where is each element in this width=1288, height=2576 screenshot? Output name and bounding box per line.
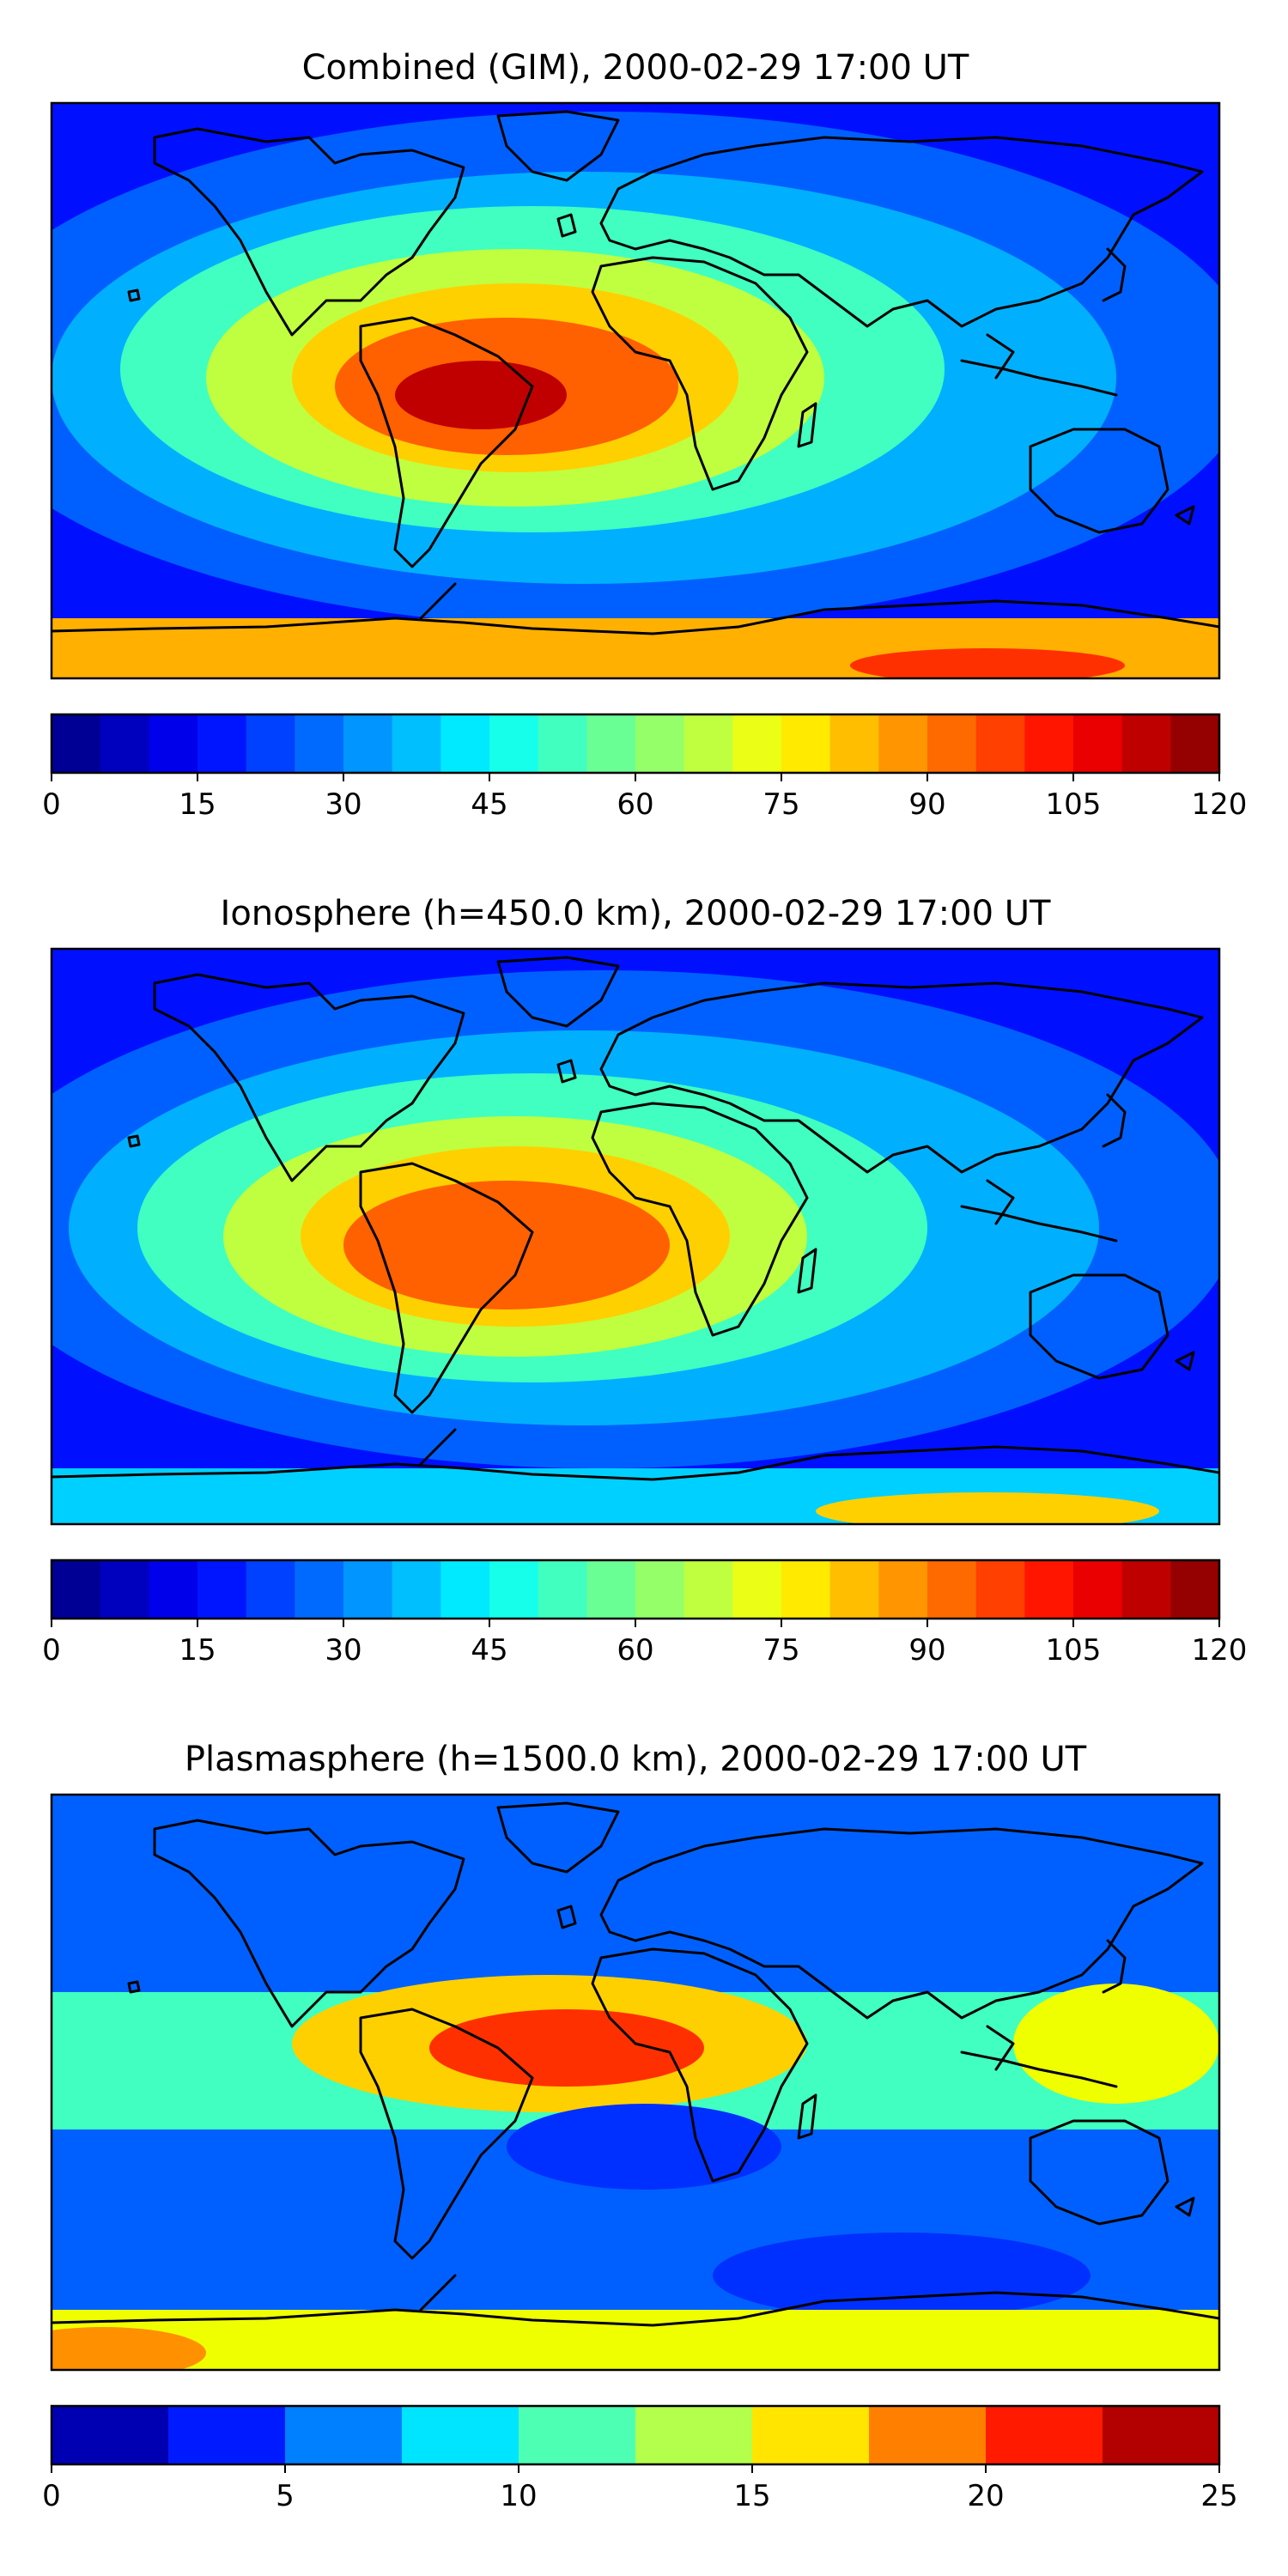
colorbar-segment (986, 2406, 1103, 2464)
map-field (52, 1795, 1219, 2370)
colorbar-segment (1024, 1560, 1074, 1619)
colorbar-tick-label: 90 (908, 787, 945, 822)
colorbar-segment (197, 714, 247, 773)
colorbar-segment (732, 714, 782, 773)
colorbar-tick-label: 105 (1046, 787, 1102, 822)
colorbar-segment (538, 1560, 587, 1619)
colorbar: 0 5 10 15 20 25 (42, 2404, 1238, 2513)
panel-title: Combined (GIM), 2000-02-29 17:00 UT (302, 48, 969, 88)
colorbar-tick-label: 30 (325, 1633, 361, 1668)
colorbar-segment (829, 714, 879, 773)
colorbar-tick-label: 45 (471, 787, 507, 822)
colorbar-segment (197, 1560, 247, 1619)
colorbar-tick-label: 15 (179, 1633, 216, 1668)
colorbar-segment (635, 1560, 685, 1619)
colorbar-segment (343, 714, 393, 773)
colorbar-tick-label: 75 (762, 787, 799, 822)
colorbar-tick-label: 25 (1200, 2479, 1237, 2513)
colorbar-segment (635, 2406, 753, 2464)
colorbar-segment (732, 1560, 782, 1619)
panel-ionosphere: Ionosphere (h=450.0 km), 2000-02-29 17:0… (42, 894, 1248, 1668)
colorbar-tick-label: 60 (617, 787, 653, 822)
colorbar-segment (402, 2406, 519, 2464)
colorbar-segment (869, 2406, 987, 2464)
colorbar-segment (586, 1560, 636, 1619)
colorbar-tick-label: 30 (325, 787, 361, 822)
colorbar-segment (489, 714, 539, 773)
colorbar-segment (878, 1560, 928, 1619)
colorbar-segment (538, 714, 587, 773)
colorbar-segment (100, 1560, 149, 1619)
colorbar-segment (440, 714, 490, 773)
panel-title: Ionosphere (h=450.0 km), 2000-02-29 17:0… (221, 894, 1051, 933)
colorbar-segment (392, 714, 441, 773)
colorbar-tick-label: 105 (1046, 1633, 1102, 1668)
colorbar-segment (1024, 714, 1074, 773)
panel-plasmasphere: Plasmasphere (h=1500.0 km), 2000-02-29 1… (42, 1740, 1238, 2513)
map-field (52, 949, 1219, 1524)
colorbar-segment (1073, 714, 1123, 773)
colorbar-segment (683, 1560, 733, 1619)
colorbar-segment (781, 714, 831, 773)
colorbar-segment (168, 2406, 286, 2464)
colorbar-segment (1121, 714, 1171, 773)
colorbar-tick-label: 45 (471, 1633, 507, 1668)
colorbar-tick-label: 0 (42, 1633, 61, 1668)
colorbar-frame (50, 2404, 1221, 2466)
panel-title: Plasmasphere (h=1500.0 km), 2000-02-29 1… (185, 1740, 1087, 1779)
colorbar-segment (246, 1560, 295, 1619)
colorbar-segment (285, 2406, 403, 2464)
colorbar-tick-label: 5 (276, 2479, 295, 2513)
map-frame (50, 1793, 1221, 2372)
colorbar-segment (246, 714, 295, 773)
colorbar-segment (440, 1560, 490, 1619)
colorbar-segment (52, 1560, 101, 1619)
colorbar-tick-label: 0 (42, 787, 61, 822)
map-field (52, 103, 1219, 678)
map-frame (50, 101, 1221, 680)
colorbar-segment (1073, 1560, 1123, 1619)
colorbar-segment (781, 1560, 831, 1619)
colorbar-segment (295, 714, 344, 773)
colorbar-segment (1121, 1560, 1171, 1619)
colorbar-segment (343, 1560, 393, 1619)
colorbar-segment (635, 714, 685, 773)
colorbar-segment (586, 714, 636, 773)
colorbar-segment (519, 2406, 636, 2464)
colorbar-segment (975, 714, 1025, 773)
colorbar-segment (683, 714, 733, 773)
colorbar-segment (927, 714, 977, 773)
colorbar-segment (149, 714, 198, 773)
colorbar-tick-label: 20 (967, 2479, 1004, 2513)
colorbar-tick-label: 15 (733, 2479, 770, 2513)
colorbar-segment (489, 1560, 539, 1619)
colorbar-segment (1170, 714, 1220, 773)
colorbar-tick-label: 120 (1192, 787, 1248, 822)
colorbar: 0 15 30 45 60 75 90 105 120 (42, 1558, 1248, 1668)
colorbar-tick-label: 15 (179, 787, 216, 822)
map-frame (50, 947, 1221, 1526)
colorbar-segment (829, 1560, 879, 1619)
colorbar-tick-label: 0 (42, 2479, 61, 2513)
colorbar-segment (752, 2406, 870, 2464)
colorbar-segment (975, 1560, 1025, 1619)
colorbar-segment (295, 1560, 344, 1619)
colorbar-tick-label: 120 (1192, 1633, 1248, 1668)
colorbar-segment (927, 1560, 977, 1619)
colorbar-tick-label: 90 (908, 1633, 945, 1668)
colorbar-segment (52, 2406, 169, 2464)
colorbar-segment (1170, 1560, 1220, 1619)
colorbar-segment (878, 714, 928, 773)
colorbar-tick-label: 60 (617, 1633, 653, 1668)
colorbar-segment (149, 1560, 198, 1619)
colorbar-segment (392, 1560, 441, 1619)
colorbar-tick-label: 75 (762, 1633, 799, 1668)
colorbar: 0 15 30 45 60 75 90 105 120 (42, 713, 1248, 822)
colorbar-segment (52, 714, 101, 773)
colorbar-tick-label: 10 (500, 2479, 537, 2513)
panel-combined: Combined (GIM), 2000-02-29 17:00 UT 0 15 3… (42, 48, 1248, 822)
colorbar-segment (100, 714, 149, 773)
colorbar-segment (1103, 2406, 1220, 2464)
